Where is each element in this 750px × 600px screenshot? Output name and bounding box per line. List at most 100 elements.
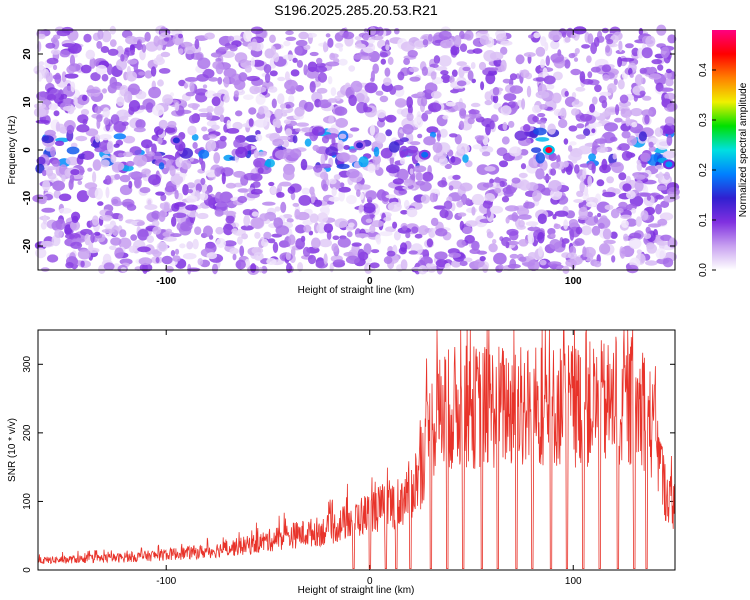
heatmap-cell [628,238,642,249]
heatmap-cell [145,102,154,113]
heatmap-cell [636,159,641,165]
heatmap-cell [35,247,47,259]
heatmap-cell [404,199,410,210]
heatmap-cell [360,55,372,61]
heatmap-cell [343,145,351,150]
heatmap-cell [492,239,497,244]
heatmap-cell [223,75,230,88]
heatmap-cell [402,124,414,135]
heatmap-cell [586,55,592,64]
heatmap-cell [82,94,88,102]
heatmap-cell [202,68,215,79]
heatmap-cell [594,84,602,93]
heatmap-cell [334,106,348,116]
heatmap-cell [432,142,443,153]
heatmap-cell [436,129,441,142]
heatmap-cell [52,34,61,40]
heatmap-cells [32,24,680,275]
heatmap-cell [456,239,466,248]
heatmap-cell [182,253,197,260]
heatmap-cell [123,91,133,103]
heatmap-cell [654,164,665,170]
heatmap-cell [182,184,189,196]
heatmap-cell [537,213,547,225]
heatmap-x-tick-label: 100 [565,276,582,287]
heatmap-cell [226,127,240,134]
heatmap-cell [421,112,429,122]
heatmap-cell [620,250,633,255]
heatmap-cell [348,94,357,107]
heatmap-cell [125,35,138,45]
heatmap-cell [601,100,608,109]
heatmap-cell [111,161,125,171]
heatmap-cell [349,148,357,153]
heatmap-cell [94,106,102,114]
heatmap-cell [429,192,437,203]
heatmap-cell [174,248,180,255]
heatmap-cell [101,30,112,43]
heatmap-cell [151,143,157,154]
heatmap-cell [284,71,290,82]
heatmap-cell [129,44,135,51]
heatmap-cell [100,159,110,168]
heatmap-peak [421,151,429,158]
heatmap-cell [570,33,576,39]
heatmap-cell [148,174,161,186]
heatmap-cell [549,239,561,250]
heatmap-cell [407,104,413,115]
heatmap-cell [500,40,513,46]
heatmap-cell [263,63,272,74]
heatmap-cell [462,66,471,72]
heatmap-cell [640,192,652,197]
heatmap-cell [52,74,61,80]
heatmap-cell [292,57,298,63]
heatmap-cell [374,132,386,144]
heatmap-cell [456,200,464,208]
heatmap-cell [602,111,611,117]
heatmap-cell [64,224,73,236]
heatmap-cell [400,259,408,271]
heatmap-cell [581,44,591,49]
heatmap-cell [327,37,334,48]
heatmap-cell [128,180,133,189]
heatmap-cell [118,213,124,222]
heatmap-cell [152,220,160,227]
heatmap-cell [184,46,196,55]
heatmap-cell [111,198,119,205]
heatmap-cell [660,234,672,241]
heatmap-cell [346,168,360,179]
heatmap-cell [219,135,227,142]
heatmap-cell [250,57,255,68]
heatmap-cell [514,130,528,141]
heatmap-cell [500,46,508,55]
heatmap-cell [333,259,345,265]
heatmap-cell [372,154,382,165]
heatmap-cell [137,229,149,241]
heatmap-cell [53,189,61,199]
heatmap-cell [575,86,586,92]
heatmap-cell [243,94,254,100]
heatmap-cell [144,70,153,79]
heatmap-cell [487,67,499,72]
heatmap-cell [194,88,209,96]
heatmap-cell [84,153,90,160]
heatmap-cell [187,189,194,194]
heatmap-cell [285,252,291,261]
heatmap-cell [500,59,507,72]
heatmap-cell [535,152,546,164]
heatmap-cell [481,151,491,157]
heatmap-cell [287,186,296,194]
heatmap-cell [492,86,500,96]
heatmap-cell [285,128,293,137]
heatmap-cell [664,92,676,100]
heatmap-cell [408,250,418,255]
heatmap-cell [138,71,146,76]
heatmap-cell [304,101,314,112]
heatmap-cell [37,33,46,40]
heatmap-cell [130,234,138,241]
heatmap-cell [537,113,546,118]
heatmap-cell [500,105,512,116]
heatmap-cell [270,186,277,195]
heatmap-cell [138,257,153,266]
colorbar-tick-label: 0.1 [698,213,709,227]
